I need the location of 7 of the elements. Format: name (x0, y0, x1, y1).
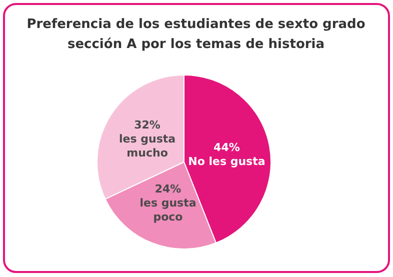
chart-title: Preferencia de los estudiantes de sexto grado sección A por los temas de historia (26, 17, 366, 52)
data-label: 32% (134, 118, 160, 132)
slice-label: les gusta poco (140, 196, 196, 224)
data-label: 24% (154, 182, 182, 196)
slice-label: No les gusta (188, 154, 266, 168)
slice-label: les gusta mucho (119, 132, 176, 160)
data-label: 44% (214, 140, 240, 154)
